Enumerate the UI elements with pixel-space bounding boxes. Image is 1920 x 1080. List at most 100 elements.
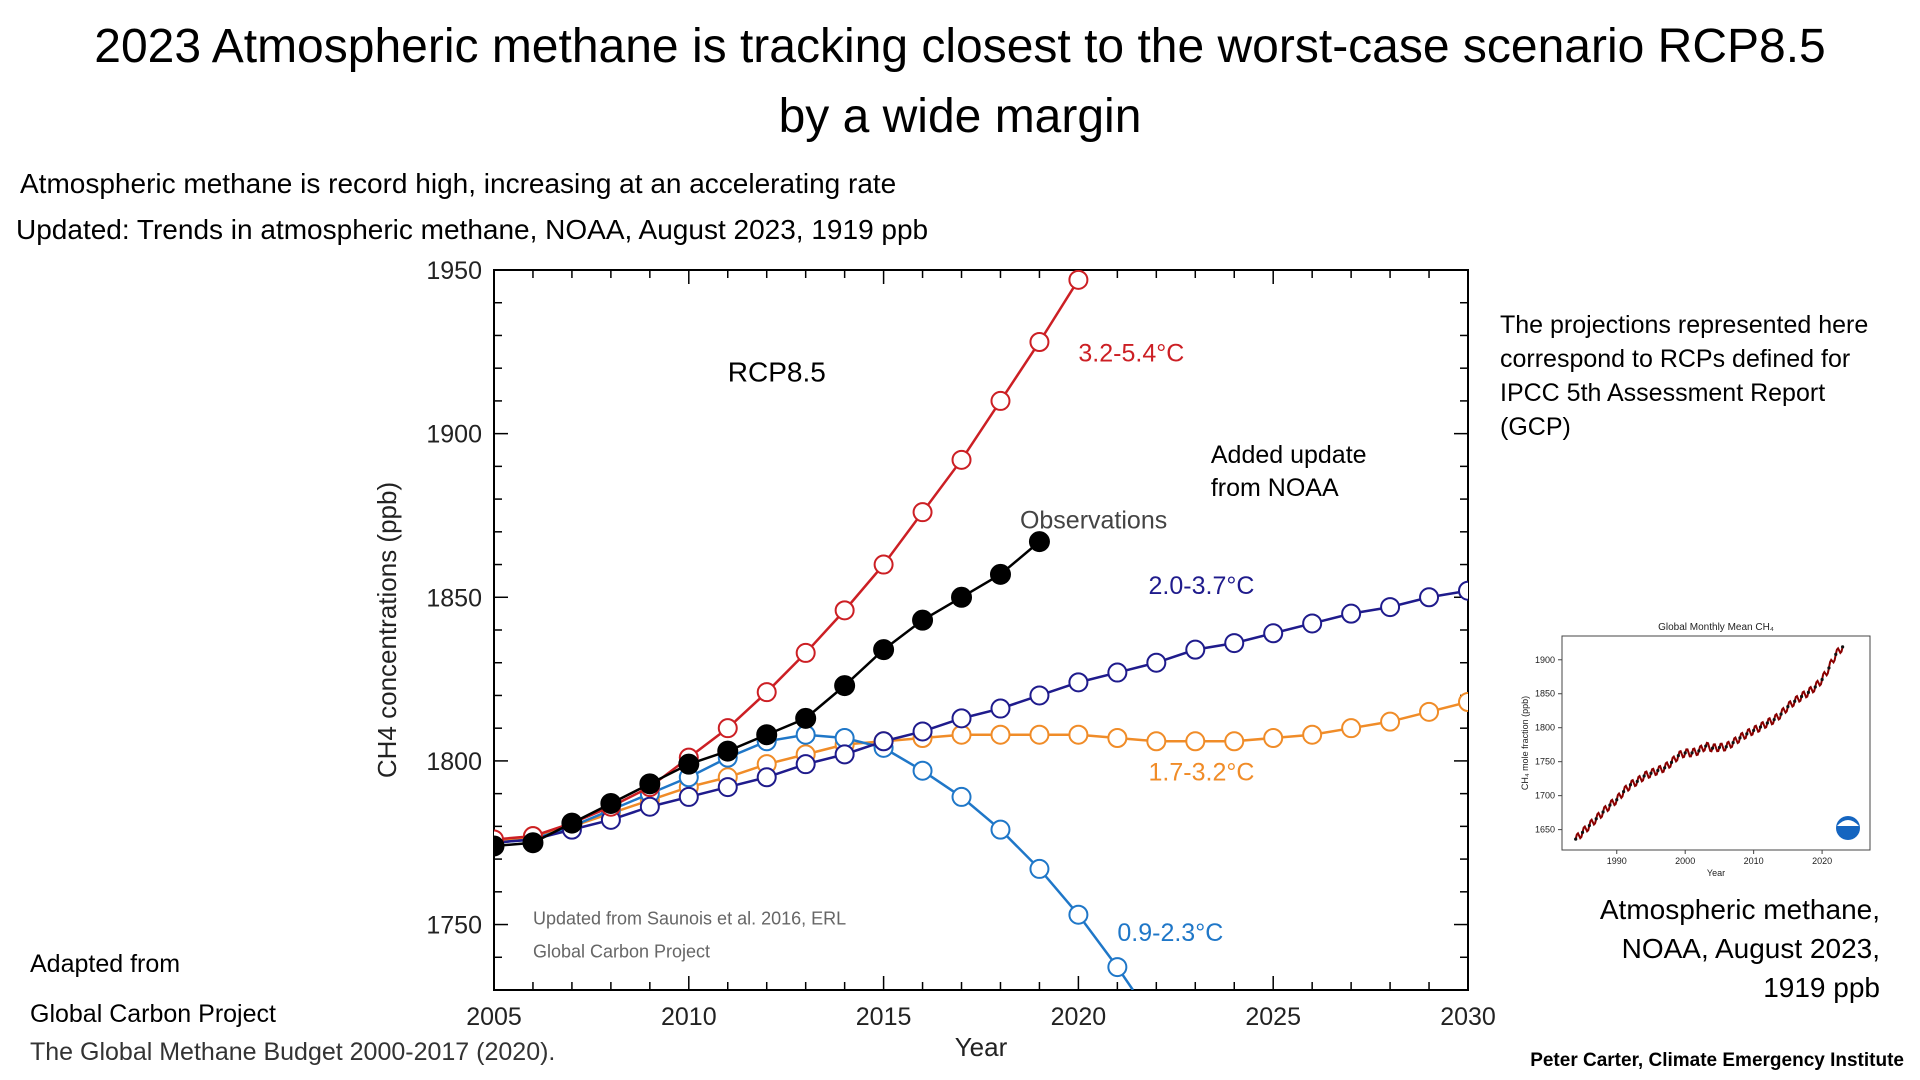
side-note: The projections represented here corresp… bbox=[1500, 311, 1869, 441]
inset-data-point bbox=[1628, 783, 1633, 787]
inset-data-point bbox=[1587, 823, 1591, 828]
x-tick-label: 2020 bbox=[1051, 1003, 1107, 1031]
inset-data-point bbox=[1827, 666, 1831, 670]
noaa-logo-wave bbox=[1837, 820, 1859, 826]
series-line-rcp85 bbox=[494, 279, 1080, 841]
series-rcp60 bbox=[494, 580, 1468, 853]
data-point-rcp45 bbox=[1263, 728, 1284, 748]
inset-data-point bbox=[1779, 712, 1783, 716]
data-point-rcp45 bbox=[951, 724, 972, 745]
data-point-observations bbox=[951, 586, 973, 608]
label-update-2: from NOAA bbox=[1211, 474, 1339, 502]
series-label-rcp60: 2.0-3.7°C bbox=[1149, 572, 1255, 600]
inset-y-tick-label: 1850 bbox=[1535, 689, 1555, 699]
data-point-observations bbox=[494, 835, 505, 857]
data-point-rcp45 bbox=[1029, 724, 1050, 745]
data-point-rcp45 bbox=[1146, 731, 1167, 752]
data-point-rcp45 bbox=[1419, 701, 1440, 722]
series-observations bbox=[494, 531, 1050, 857]
data-point-rcp60 bbox=[1185, 639, 1206, 660]
inset-x-tick-label: 2010 bbox=[1744, 856, 1764, 866]
data-point-rcp60 bbox=[990, 698, 1011, 719]
author-credit: Peter Carter, Climate Emergency Institut… bbox=[1530, 1050, 1904, 1071]
data-point-rcp26 bbox=[834, 728, 855, 748]
inset-data-point bbox=[1608, 803, 1612, 807]
data-point-rcp60 bbox=[1380, 597, 1401, 618]
data-point-observations bbox=[1028, 531, 1050, 553]
data-point-rcp45 bbox=[1224, 731, 1245, 752]
data-point-rcp60 bbox=[1458, 580, 1468, 601]
main-chart-labels: RCP8.5 3.2-5.4°C Added update from NOAA Obse… bbox=[533, 340, 1367, 962]
subtitle-1: Atmospheric methane is record high, incr… bbox=[20, 168, 897, 199]
inset-data-point bbox=[1752, 728, 1756, 733]
inset-data-point bbox=[1697, 749, 1701, 753]
y-tick-label: 1900 bbox=[426, 421, 482, 449]
page-title: 2023 Atmospheric methane is tracking clo… bbox=[0, 12, 1920, 152]
inset-data-point bbox=[1704, 744, 1708, 748]
data-point-rcp26 bbox=[912, 760, 933, 781]
source-label-2: Global Carbon Project bbox=[533, 941, 710, 961]
inset-frame bbox=[1561, 635, 1871, 851]
label-update-1: Added update bbox=[1211, 441, 1367, 469]
inset-data-point bbox=[1717, 745, 1722, 750]
data-point-rcp85 bbox=[873, 554, 894, 575]
inset-data-point bbox=[1793, 699, 1797, 703]
y-tick-label: 1800 bbox=[426, 748, 482, 776]
inset-data-point bbox=[1758, 725, 1763, 729]
inset-y-tick-label: 1700 bbox=[1535, 791, 1555, 801]
inset-chart-series bbox=[1574, 645, 1860, 841]
inset-y-tick-label: 1800 bbox=[1535, 723, 1555, 733]
series-label-rcp26: 0.9-2.3°C bbox=[1117, 919, 1223, 947]
series-label-rcp85: 3.2-5.4°C bbox=[1078, 340, 1184, 368]
inset-caption-line-1: Atmospheric methane, bbox=[1599, 894, 1880, 925]
inset-data-point bbox=[1731, 741, 1735, 745]
data-point-rcp45 bbox=[1341, 718, 1362, 739]
x-axis-label: Year bbox=[955, 1032, 1008, 1062]
title-line-1: 2023 Atmospheric methane is tracking clo… bbox=[94, 20, 1826, 73]
inset-y-tick-label: 1750 bbox=[1535, 757, 1555, 767]
data-point-observations bbox=[795, 707, 817, 729]
data-point-rcp85 bbox=[951, 449, 972, 470]
data-point-rcp60 bbox=[1263, 623, 1284, 644]
main-chart: 2005 2010 2015 2020 2025 2030 1750 1800 1850 1900… bbox=[372, 257, 1496, 1062]
inset-data-point bbox=[1690, 751, 1694, 755]
data-point-rcp60 bbox=[951, 708, 972, 729]
data-point-rcp45 bbox=[1068, 724, 1089, 745]
data-point-rcp60 bbox=[1029, 685, 1050, 706]
data-point-observations bbox=[522, 832, 544, 854]
inset-data-point bbox=[1615, 798, 1619, 802]
data-point-rcp60 bbox=[795, 754, 816, 775]
inset-data-point bbox=[1834, 652, 1838, 656]
data-point-rcp60 bbox=[1419, 587, 1440, 608]
data-point-rcp60 bbox=[1302, 613, 1323, 634]
x-tick-label: 2025 bbox=[1245, 1003, 1301, 1031]
inset-data-point bbox=[1574, 837, 1578, 841]
data-point-rcp45 bbox=[1185, 731, 1206, 752]
x-tick-label: 2005 bbox=[466, 1003, 522, 1031]
inset-caption: Atmospheric methane, NOAA, August 2023, … bbox=[1500, 890, 1880, 1007]
data-point-observations bbox=[717, 740, 739, 762]
data-point-rcp60 bbox=[639, 796, 660, 817]
inset-data-point bbox=[1841, 645, 1845, 649]
inset-data-point bbox=[1710, 746, 1715, 750]
data-point-observations bbox=[873, 639, 895, 661]
data-point-rcp45 bbox=[1302, 724, 1323, 745]
inset-chart: Global Monthly Mean CH₄ 1990 2000 2010 2020 1… bbox=[1520, 622, 1871, 878]
inset-data-point bbox=[1663, 766, 1667, 770]
inset-data-point bbox=[1656, 768, 1660, 773]
inset-data-point bbox=[1594, 817, 1598, 821]
series-label-rcp45: 1.7-3.2°C bbox=[1149, 759, 1255, 787]
data-point-rcp85 bbox=[912, 502, 933, 523]
data-point-rcp85 bbox=[795, 642, 816, 663]
data-point-rcp60 bbox=[1146, 652, 1167, 673]
y-tick-label: 1850 bbox=[426, 584, 482, 612]
data-point-rcp60 bbox=[756, 767, 777, 788]
data-point-rcp60 bbox=[873, 731, 894, 752]
credit-line-3: The Global Methane Budget 2000-2017 (202… bbox=[30, 1038, 556, 1066]
data-point-rcp26 bbox=[990, 819, 1011, 840]
inset-data-point bbox=[1601, 810, 1605, 814]
inset-data-point bbox=[1724, 745, 1728, 749]
inset-y-tick-label: 1900 bbox=[1535, 655, 1555, 665]
inset-data-point bbox=[1642, 774, 1646, 778]
data-point-observations bbox=[989, 563, 1011, 585]
